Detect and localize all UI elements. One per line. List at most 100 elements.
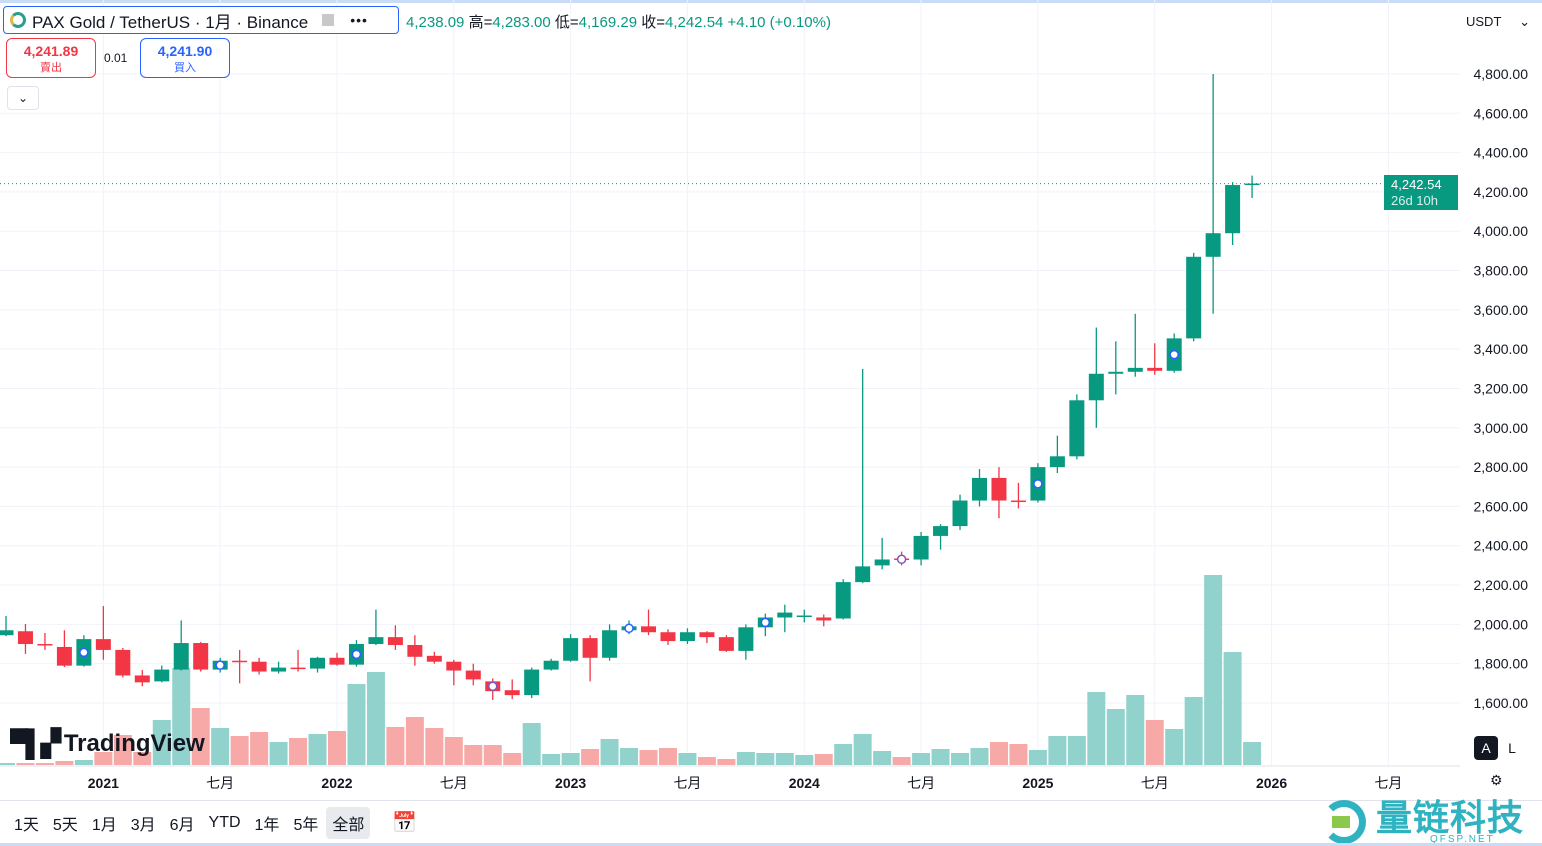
candle[interactable]	[1147, 343, 1163, 375]
candle[interactable]	[154, 665, 170, 683]
candle[interactable]	[991, 467, 1007, 519]
candle[interactable]	[1244, 175, 1260, 198]
candle[interactable]	[251, 657, 267, 675]
volume-bar	[1145, 720, 1164, 765]
candle[interactable]	[816, 614, 832, 627]
candle[interactable]	[913, 531, 929, 566]
candle[interactable]	[641, 609, 657, 636]
candle[interactable]	[1186, 252, 1202, 342]
candle[interactable]	[952, 494, 968, 531]
event-marker-icon[interactable]	[79, 647, 89, 658]
event-marker-icon[interactable]	[1033, 479, 1043, 489]
candle[interactable]	[485, 678, 501, 701]
candle[interactable]	[1205, 74, 1221, 314]
range-button[interactable]: 6月	[169, 816, 195, 834]
candle[interactable]	[1049, 435, 1065, 474]
candle[interactable]	[407, 635, 423, 666]
candle[interactable]	[738, 624, 754, 660]
event-marker-icon[interactable]	[488, 681, 498, 692]
candle[interactable]	[212, 657, 228, 673]
candle[interactable]	[524, 667, 540, 699]
event-marker-icon[interactable]	[760, 617, 771, 628]
candle[interactable]	[310, 656, 326, 673]
candle[interactable]	[602, 624, 618, 661]
candle[interactable]	[426, 651, 442, 664]
candle[interactable]	[95, 606, 111, 660]
range-button[interactable]: 5年	[293, 816, 319, 834]
candle[interactable]	[874, 537, 890, 570]
settings-gear-icon[interactable]: ⚙	[1490, 772, 1503, 788]
candle[interactable]	[1108, 341, 1124, 395]
currency-dropdown[interactable]: USDT ⌄	[1460, 6, 1536, 36]
auto-scale-button[interactable]: A	[1474, 736, 1498, 760]
volume-bar	[834, 744, 853, 765]
candle[interactable]	[972, 469, 987, 507]
candle[interactable]	[290, 649, 306, 672]
candle[interactable]	[660, 629, 676, 646]
candle[interactable]	[894, 551, 910, 566]
range-button[interactable]: YTD	[208, 813, 241, 831]
candle[interactable]	[37, 633, 53, 650]
candle[interactable]	[1010, 482, 1026, 509]
event-marker-icon[interactable]	[896, 554, 907, 565]
candle[interactable]	[679, 628, 695, 645]
candle[interactable]	[855, 368, 871, 584]
candle[interactable]	[17, 623, 33, 654]
candle[interactable]	[1088, 327, 1104, 428]
candle[interactable]	[504, 679, 520, 700]
flag-icon[interactable]	[322, 14, 335, 26]
candle[interactable]	[1166, 333, 1182, 373]
range-button[interactable]: 5天	[52, 816, 78, 834]
symbol-header[interactable]: PAX Gold / TetherUS · 1月 · Binance •••	[3, 6, 399, 34]
buy-button[interactable]: 4,241.90 買入	[140, 38, 230, 78]
range-button[interactable]: 全部	[326, 806, 371, 839]
event-marker-icon[interactable]	[624, 623, 634, 634]
range-button[interactable]: 3月	[130, 816, 156, 834]
event-marker-icon[interactable]	[1169, 349, 1179, 360]
candle[interactable]	[777, 604, 793, 633]
candle[interactable]	[134, 669, 150, 687]
event-marker-icon[interactable]	[351, 649, 362, 660]
y-tick-label: 4,400.00	[1474, 145, 1529, 161]
candle[interactable]	[193, 642, 209, 672]
candle[interactable]	[796, 609, 812, 623]
candle[interactable]	[329, 652, 345, 666]
range-button[interactable]: 1年	[254, 816, 280, 834]
candle[interactable]	[543, 658, 559, 671]
candle[interactable]	[1069, 394, 1085, 460]
range-button[interactable]: 1月	[91, 816, 117, 834]
candle[interactable]	[465, 663, 481, 686]
candle[interactable]	[56, 630, 72, 668]
calendar-goto-date-icon[interactable]: 📅	[392, 812, 418, 834]
candle[interactable]	[76, 635, 92, 667]
candle[interactable]	[115, 647, 131, 678]
candle[interactable]	[0, 615, 14, 637]
sell-button[interactable]: 4,241.89 賣出	[6, 38, 96, 78]
candle[interactable]	[232, 649, 248, 684]
candle[interactable]	[368, 609, 384, 646]
more-options-icon[interactable]: •••	[350, 12, 368, 28]
candle[interactable]	[271, 661, 287, 674]
tradingview-logo[interactable]: ▀▌▞ TradingView	[10, 728, 205, 759]
candle[interactable]	[1225, 182, 1241, 246]
candle[interactable]	[699, 631, 715, 644]
candle[interactable]	[446, 659, 462, 686]
candle[interactable]	[757, 613, 773, 637]
candle[interactable]	[348, 640, 364, 667]
candle[interactable]	[1127, 313, 1143, 377]
candle[interactable]	[933, 524, 949, 550]
candle[interactable]	[563, 634, 579, 662]
collapse-chevron-icon[interactable]: ⌄	[7, 86, 39, 110]
candle[interactable]	[173, 620, 189, 671]
volume-bar	[94, 752, 113, 765]
log-scale-button[interactable]: L	[1508, 740, 1516, 756]
candle[interactable]	[718, 635, 734, 652]
candle[interactable]	[621, 620, 637, 635]
candle[interactable]	[1030, 463, 1046, 503]
candle[interactable]	[835, 579, 851, 620]
candle[interactable]	[387, 625, 403, 650]
event-marker-icon[interactable]	[215, 660, 225, 670]
range-button[interactable]: 1天	[14, 816, 39, 834]
candle[interactable]	[582, 635, 598, 682]
